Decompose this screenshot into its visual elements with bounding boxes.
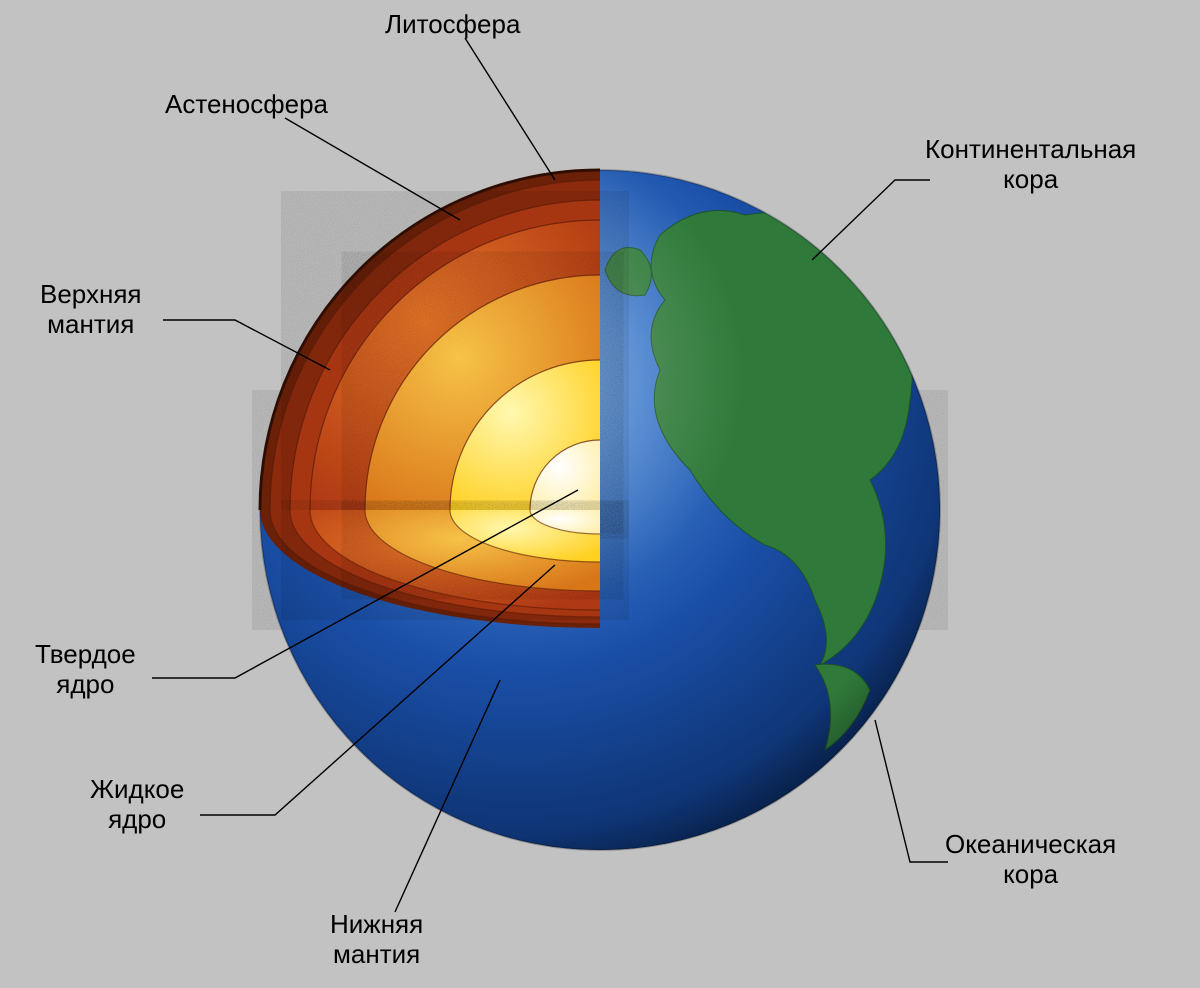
label-lithosphere: Литосфера [385, 10, 520, 40]
label-upper-mantle: Верхняя мантия [40, 280, 142, 340]
label-asthenosphere: Астеносфера [165, 90, 328, 120]
label-liquid-core: Жидкое ядро [90, 775, 184, 835]
label-solid-core: Твердое ядро [35, 640, 136, 700]
cut-plane-vertical [260, 170, 600, 510]
label-continental-crust: Континентальная кора [925, 135, 1136, 195]
label-lower-mantle: Нижняя мантия [330, 910, 423, 970]
label-oceanic-crust: Океаническая кора [945, 830, 1116, 890]
